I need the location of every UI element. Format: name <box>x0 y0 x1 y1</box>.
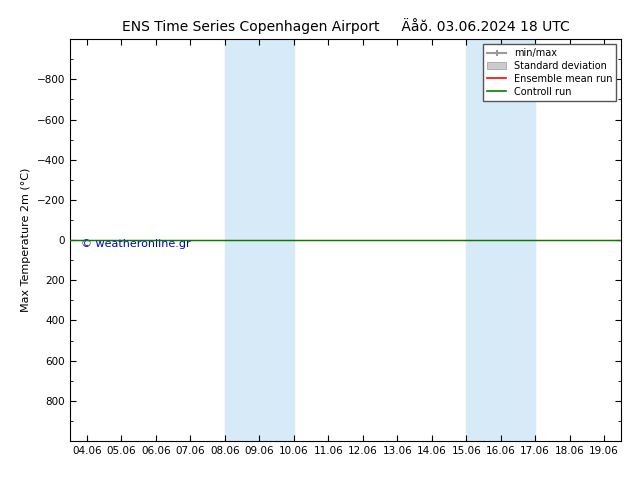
Y-axis label: Max Temperature 2m (°C): Max Temperature 2m (°C) <box>21 168 31 312</box>
Bar <box>225 39 294 441</box>
Bar <box>466 39 535 441</box>
Title: ENS Time Series Copenhagen Airport     Äåŏ. 03.06.2024 18 UTC: ENS Time Series Copenhagen Airport Äåŏ. … <box>122 18 569 34</box>
Text: © weatheronline.gr: © weatheronline.gr <box>81 239 190 249</box>
Legend: min/max, Standard deviation, Ensemble mean run, Controll run: min/max, Standard deviation, Ensemble me… <box>483 44 616 100</box>
